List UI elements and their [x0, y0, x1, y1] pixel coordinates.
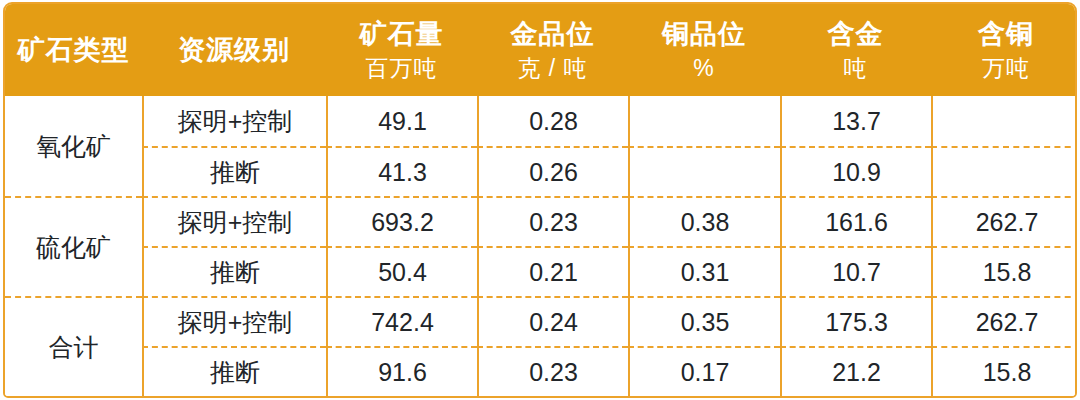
- copper-grade-cell: 0.17: [628, 346, 780, 396]
- contained-copper-cell: 15.8: [931, 246, 1077, 296]
- ore-tonnage-cell: 49.1: [326, 96, 477, 146]
- copper-grade-cell: [628, 96, 780, 146]
- resource-level-cell: 探明+控制: [142, 96, 326, 146]
- column-header-contained-copper: 含铜 万吨: [931, 4, 1077, 96]
- table-body: 氧化矿 探明+控制 49.1 0.28 13.7 推断 41.3 0.26 10…: [5, 96, 1077, 396]
- header-unit: 克 / 吨: [477, 52, 628, 84]
- contained-gold-cell: 13.7: [780, 96, 931, 146]
- contained-gold-cell: 21.2: [780, 346, 931, 396]
- gold-grade-cell: 0.28: [477, 96, 628, 146]
- column-header-ore-tonnage: 矿石量 百万吨: [326, 4, 477, 96]
- column-header-contained-gold: 含金 吨: [780, 4, 931, 96]
- table-row-total-measured: 合计 探明+控制 742.4 0.24 0.35 175.3 262.7: [5, 296, 1077, 346]
- copper-grade-cell: [628, 146, 780, 196]
- ore-type-cell-oxide: 氧化矿: [5, 96, 142, 196]
- header-title: 矿石量: [326, 16, 477, 52]
- ore-type-cell-sulfide: 硫化矿: [5, 196, 142, 296]
- ore-resources-table-wrapper: 矿石类型 资源级别 矿石量 百万吨 金品位 克 / 吨: [3, 2, 1077, 398]
- table-row-oxide-measured: 氧化矿 探明+控制 49.1 0.28 13.7: [5, 96, 1077, 146]
- copper-grade-cell: 0.31: [628, 246, 780, 296]
- header-unit: %: [628, 52, 780, 84]
- header-title: 金品位: [477, 16, 628, 52]
- gold-grade-cell: 0.24: [477, 296, 628, 346]
- header-title: 含铜: [931, 16, 1077, 52]
- page-canvas: 矿石类型 资源级别 矿石量 百万吨 金品位 克 / 吨: [0, 0, 1080, 400]
- header-title: 矿石类型: [5, 32, 142, 68]
- resource-level-cell: 推断: [142, 346, 326, 396]
- resource-level-cell: 推断: [142, 246, 326, 296]
- ore-tonnage-cell: 41.3: [326, 146, 477, 196]
- contained-copper-cell: [931, 146, 1077, 196]
- table-row-sulfide-inferred: 推断 50.4 0.21 0.31 10.7 15.8: [5, 246, 1077, 296]
- ore-resources-table: 矿石类型 资源级别 矿石量 百万吨 金品位 克 / 吨: [5, 4, 1077, 396]
- copper-grade-cell: 0.38: [628, 196, 780, 246]
- contained-copper-cell: 15.8: [931, 346, 1077, 396]
- resource-level-cell: 推断: [142, 146, 326, 196]
- header-unit: 百万吨: [326, 52, 477, 84]
- header-title: 资源级别: [142, 32, 326, 68]
- contained-gold-cell: 10.9: [780, 146, 931, 196]
- ore-tonnage-cell: 50.4: [326, 246, 477, 296]
- header-row: 矿石类型 资源级别 矿石量 百万吨 金品位 克 / 吨: [5, 4, 1077, 96]
- column-header-ore-type: 矿石类型: [5, 4, 142, 96]
- contained-copper-cell: 262.7: [931, 196, 1077, 246]
- table-row-oxide-inferred: 推断 41.3 0.26 10.9: [5, 146, 1077, 196]
- contained-copper-cell: [931, 96, 1077, 146]
- ore-tonnage-cell: 693.2: [326, 196, 477, 246]
- column-header-copper-grade: 铜品位 %: [628, 4, 780, 96]
- table-row-sulfide-measured: 硫化矿 探明+控制 693.2 0.23 0.38 161.6 262.7: [5, 196, 1077, 246]
- table-header: 矿石类型 资源级别 矿石量 百万吨 金品位 克 / 吨: [5, 4, 1077, 96]
- header-unit: 吨: [780, 52, 931, 84]
- header-unit: 万吨: [931, 52, 1077, 84]
- resource-level-cell: 探明+控制: [142, 196, 326, 246]
- copper-grade-cell: 0.35: [628, 296, 780, 346]
- gold-grade-cell: 0.23: [477, 196, 628, 246]
- column-header-gold-grade: 金品位 克 / 吨: [477, 4, 628, 96]
- gold-grade-cell: 0.26: [477, 146, 628, 196]
- resource-level-cell: 探明+控制: [142, 296, 326, 346]
- ore-tonnage-cell: 91.6: [326, 346, 477, 396]
- column-header-resource-level: 资源级别: [142, 4, 326, 96]
- contained-copper-cell: 262.7: [931, 296, 1077, 346]
- header-title: 铜品位: [628, 16, 780, 52]
- gold-grade-cell: 0.21: [477, 246, 628, 296]
- ore-tonnage-cell: 742.4: [326, 296, 477, 346]
- contained-gold-cell: 175.3: [780, 296, 931, 346]
- gold-grade-cell: 0.23: [477, 346, 628, 396]
- contained-gold-cell: 161.6: [780, 196, 931, 246]
- header-title: 含金: [780, 16, 931, 52]
- ore-type-cell-total: 合计: [5, 296, 142, 396]
- contained-gold-cell: 10.7: [780, 246, 931, 296]
- table-row-total-inferred: 推断 91.6 0.23 0.17 21.2 15.8: [5, 346, 1077, 396]
